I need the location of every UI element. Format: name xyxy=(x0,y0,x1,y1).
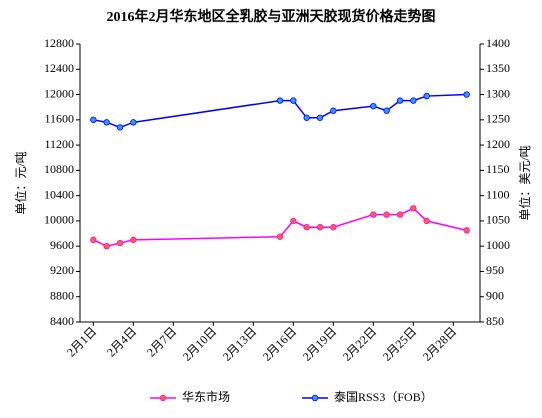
data-point xyxy=(276,97,284,104)
data-point xyxy=(383,107,390,114)
data-point xyxy=(290,217,297,225)
y-tick-label: 10400 xyxy=(44,187,74,201)
data-point xyxy=(383,211,390,218)
data-point xyxy=(396,97,404,104)
y2-tick-label: 1350 xyxy=(486,61,510,75)
data-point xyxy=(116,239,124,247)
y-tick-label: 10800 xyxy=(44,162,74,176)
data-point xyxy=(303,224,310,231)
y2-tick-label: 1050 xyxy=(486,213,510,227)
y2-tick-label: 1300 xyxy=(486,86,510,100)
y-tick-label: 8800 xyxy=(50,288,74,302)
y-tick-label: 11200 xyxy=(44,137,74,151)
data-point xyxy=(370,211,377,218)
legend-marker xyxy=(311,394,319,402)
data-point xyxy=(463,227,470,234)
y2-tick-label: 1000 xyxy=(486,238,510,252)
data-point xyxy=(276,233,284,240)
y-tick-label: 8400 xyxy=(50,314,74,328)
y2-tick-label: 1400 xyxy=(486,36,510,50)
data-point xyxy=(396,211,404,218)
data-point xyxy=(130,236,137,244)
y2-tick-label: 850 xyxy=(486,314,504,328)
y-tick-label: 11600 xyxy=(44,112,74,126)
y2-tick-label: 1250 xyxy=(486,112,510,126)
data-point xyxy=(103,242,110,250)
y-tick-label: 9200 xyxy=(50,263,74,277)
data-point xyxy=(423,217,430,225)
y-axis-label: 单位：元/吨 xyxy=(13,151,28,214)
data-point xyxy=(410,97,417,104)
data-point xyxy=(90,116,97,124)
data-point xyxy=(90,236,97,244)
y-tick-label: 12000 xyxy=(44,86,74,100)
data-point xyxy=(410,205,417,212)
legend-label: 华东市场 xyxy=(182,389,230,404)
y-tick-label: 10000 xyxy=(44,213,74,227)
y2-tick-label: 950 xyxy=(486,263,504,277)
data-point xyxy=(116,124,124,131)
data-point xyxy=(303,114,310,121)
data-point xyxy=(463,91,470,98)
data-point xyxy=(290,97,297,104)
data-point xyxy=(130,119,137,126)
y-tick-label: 9600 xyxy=(50,238,74,252)
y2-tick-label: 1150 xyxy=(486,162,510,176)
data-point xyxy=(330,107,337,114)
data-point xyxy=(330,224,337,231)
y2-tick-label: 900 xyxy=(486,288,504,302)
data-point xyxy=(370,102,377,110)
legend-marker xyxy=(159,394,167,402)
y2-tick-label: 1200 xyxy=(486,137,510,151)
data-point xyxy=(423,92,430,100)
legend-label: 泰国RSS3（FOB） xyxy=(334,390,433,404)
y-tick-label: 12800 xyxy=(44,36,74,50)
y2-tick-label: 1100 xyxy=(486,187,510,201)
data-point xyxy=(316,114,324,121)
chart-title: 2016年2月华东地区全乳胶与亚洲天胶现货价格走势图 xyxy=(107,8,436,25)
y-tick-label: 12400 xyxy=(44,61,74,75)
data-point xyxy=(103,119,110,126)
data-point xyxy=(316,224,324,231)
y2-axis-label: 单位：美元/吨 xyxy=(517,145,532,220)
